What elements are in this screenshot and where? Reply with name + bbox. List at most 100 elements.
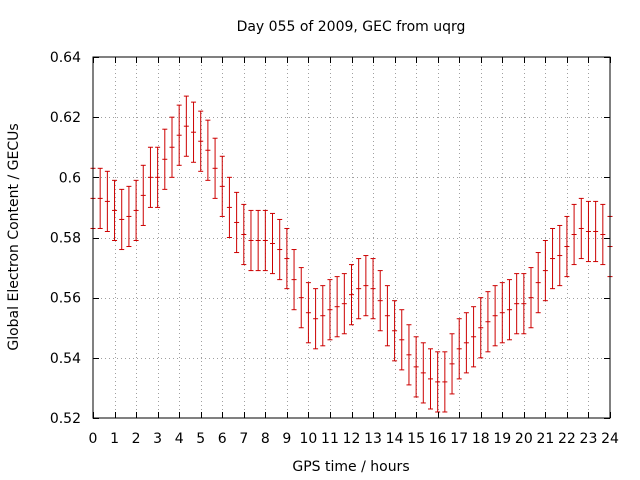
- data-point: [140, 164, 146, 226]
- data-point: [471, 306, 477, 368]
- data-point: [212, 137, 218, 199]
- data-point: [514, 273, 520, 335]
- data-point: [284, 227, 290, 290]
- plot-frame: [92, 56, 611, 419]
- data-point: [442, 351, 448, 413]
- data-point: [384, 285, 390, 347]
- y-tick-label: 0.58: [50, 231, 81, 247]
- y-tick-label: 0.52: [50, 411, 81, 427]
- data-point: [528, 267, 534, 329]
- x-tick-label: 19: [493, 431, 511, 447]
- data-point: [112, 179, 118, 242]
- x-tick-label: 20: [515, 431, 533, 447]
- x-tick-label: 13: [364, 431, 382, 447]
- y-tick-label: 0.64: [50, 50, 81, 66]
- data-point: [356, 258, 362, 320]
- x-tick-label: 17: [450, 431, 468, 447]
- data-point: [435, 351, 441, 413]
- data-point: [600, 203, 606, 266]
- data-point: [298, 267, 304, 329]
- x-tick-label: 2: [132, 431, 141, 447]
- y-tick-labels: 0.52 0.54 0.56 0.58 0.6 0.62 0.64: [50, 50, 81, 427]
- data-point: [499, 282, 505, 344]
- x-tick-label: 14: [386, 431, 404, 447]
- data-point: [205, 119, 211, 181]
- x-tick-label: 9: [282, 431, 291, 447]
- data-point: [198, 110, 204, 172]
- data-point: [270, 212, 276, 275]
- x-tick-label: 15: [407, 431, 425, 447]
- data-point: [370, 258, 376, 320]
- data-point: [377, 270, 383, 332]
- data-point: [557, 224, 563, 287]
- x-tick-label: 12: [343, 431, 361, 447]
- x-axis-label: GPS time / hours: [292, 459, 409, 475]
- data-point: [349, 264, 354, 326]
- x-tick-labels: 0 1 2 3 4 5 6 7 8 9 10 11 12 13 14 15 16 17 18 19 20 21 22 23 24: [89, 431, 619, 447]
- data-point: [521, 273, 527, 335]
- data-point: [219, 155, 225, 217]
- gec-error-series: [90, 95, 613, 413]
- data-point: [341, 273, 347, 335]
- grid-lines: [93, 57, 610, 418]
- data-point: [147, 146, 153, 208]
- data-point: [183, 95, 189, 157]
- data-point: [485, 291, 491, 353]
- data-point: [413, 336, 419, 398]
- data-point: [406, 324, 412, 386]
- x-tick-label: 24: [601, 431, 619, 447]
- data-point: [334, 276, 340, 338]
- data-point: [97, 167, 103, 229]
- data-point: [234, 191, 240, 254]
- data-point: [506, 279, 512, 341]
- data-point: [420, 342, 426, 404]
- chart-title: Day 055 of 2009, GEC from uqrg: [237, 19, 466, 35]
- data-point: [169, 116, 175, 178]
- x-tick-label: 4: [175, 431, 184, 447]
- data-point: [226, 176, 232, 238]
- x-tick-label: 5: [196, 431, 205, 447]
- data-point: [313, 288, 319, 350]
- data-point: [255, 209, 261, 272]
- data-point: [578, 197, 584, 260]
- data-point: [327, 279, 333, 341]
- data-point: [535, 252, 541, 314]
- data-point: [478, 297, 484, 359]
- x-tick-label: 6: [218, 431, 227, 447]
- x-tick-label: 23: [580, 431, 598, 447]
- data-point: [456, 318, 462, 380]
- data-point: [262, 209, 268, 272]
- data-point: [463, 312, 469, 374]
- x-tick-label: 18: [472, 431, 490, 447]
- data-point: [550, 227, 556, 290]
- data-point: [305, 282, 311, 344]
- data-point: [133, 179, 139, 242]
- data-point: [399, 309, 405, 371]
- x-tick-label: 10: [300, 431, 318, 447]
- data-point: [564, 215, 570, 278]
- x-tick-label: 21: [536, 431, 554, 447]
- data-point: [119, 188, 125, 251]
- x-tick-label: 0: [89, 431, 98, 447]
- x-tick-label: 11: [321, 431, 339, 447]
- y-tick-label: 0.56: [50, 291, 81, 307]
- data-point: [277, 218, 283, 281]
- data-point: [427, 348, 433, 410]
- data-point: [104, 170, 110, 232]
- x-tick-label: 16: [429, 431, 447, 447]
- data-point: [542, 240, 548, 302]
- data-point: [162, 128, 168, 190]
- y-tick-label: 0.6: [59, 170, 81, 186]
- y-axis-label: Global Electron Content / GECUs: [6, 123, 22, 350]
- data-point: [593, 200, 599, 263]
- data-point: [571, 203, 577, 266]
- x-tick-label: 3: [153, 431, 162, 447]
- data-point: [176, 104, 182, 166]
- y-tick-label: 0.54: [50, 351, 81, 367]
- axis-ticks: [93, 57, 611, 419]
- data-point: [392, 300, 398, 362]
- data-point: [191, 101, 197, 163]
- data-point: [155, 146, 161, 208]
- data-point: [126, 185, 132, 248]
